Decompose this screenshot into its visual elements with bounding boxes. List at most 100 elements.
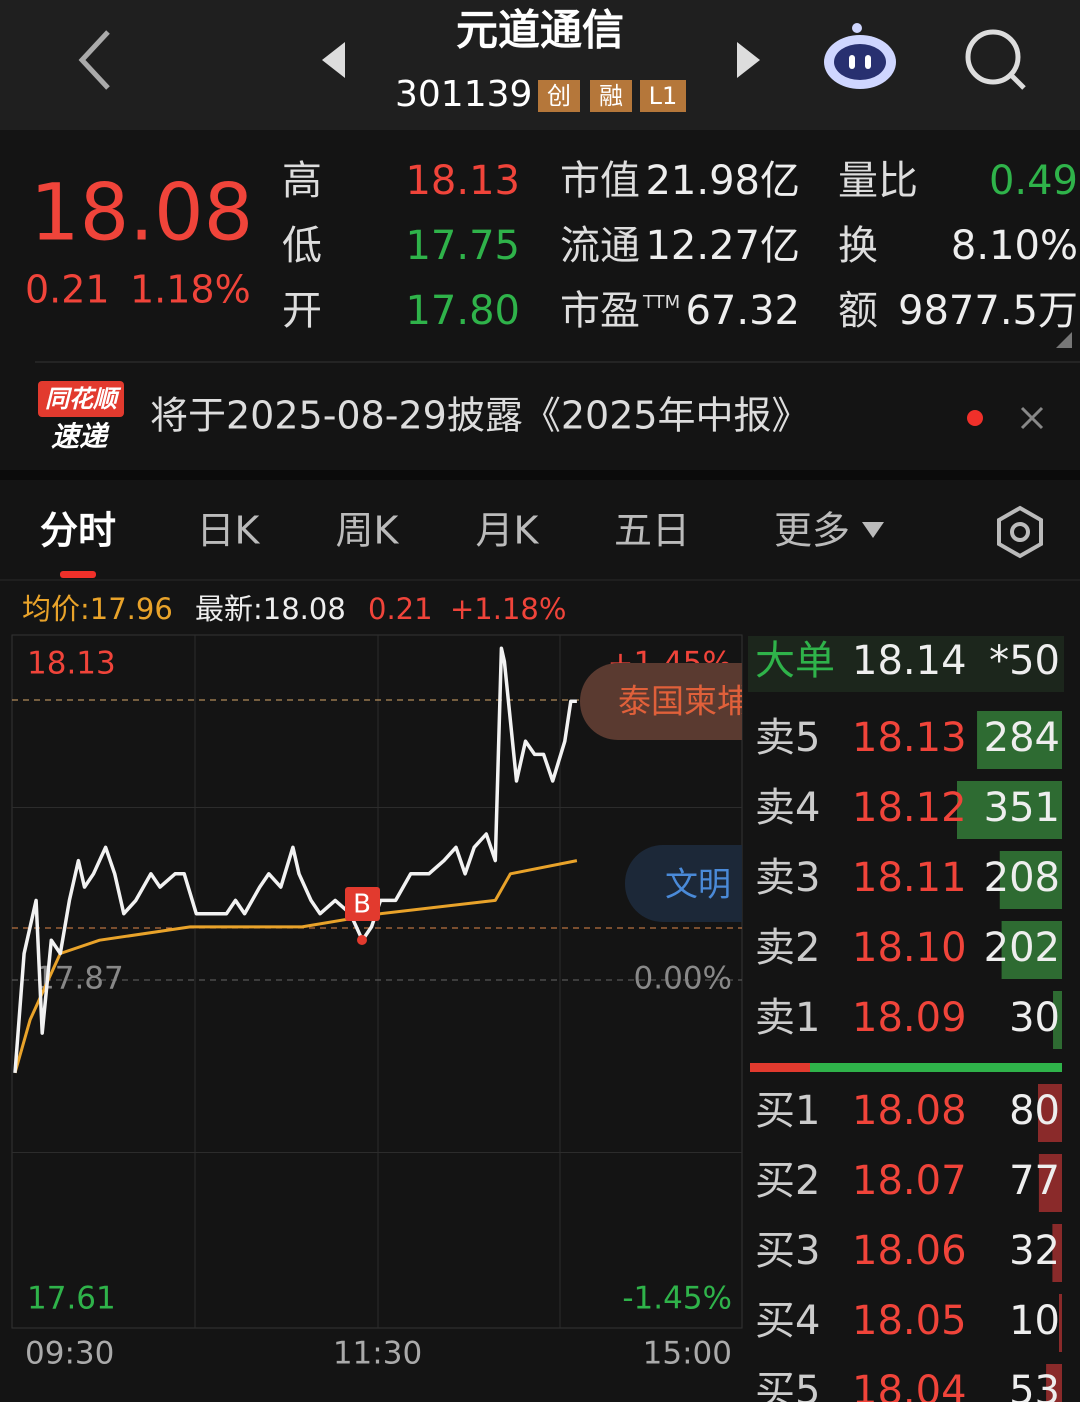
search-icon[interactable] <box>965 29 1026 90</box>
tag-bg <box>640 80 686 112</box>
tag-bg <box>590 80 632 112</box>
trade-dot <box>357 935 367 945</box>
expand-corner[interactable] <box>1056 332 1072 348</box>
change: 0.21 <box>25 268 110 312</box>
volume-bar <box>1038 1084 1062 1142</box>
stat-label: 换 <box>838 223 878 269</box>
level-label: 买5 <box>755 1368 820 1402</box>
event-tag: 泰国柬埔 <box>618 682 750 721</box>
stat-label: 市盈 <box>560 288 640 334</box>
tab[interactable]: 周K <box>336 509 400 553</box>
big-order-price: 18.14 <box>852 638 967 684</box>
volume-bar <box>957 781 1062 839</box>
badge-top: 同花顺 <box>45 385 122 413</box>
level-price: 18.05 <box>852 1298 967 1344</box>
next-stock[interactable] <box>737 42 760 78</box>
unread-dot <box>967 410 983 426</box>
price-line <box>13 646 577 1074</box>
tag: L1 <box>649 82 678 110</box>
x-tick-label: 11:30 <box>333 1336 422 1372</box>
stat-value: 67.32 <box>685 288 800 334</box>
stat-label: 低 <box>282 223 322 269</box>
level-label: 卖2 <box>755 925 820 971</box>
volume-bar <box>1046 1364 1062 1402</box>
x-tick-label: 09:30 <box>25 1336 114 1372</box>
level-price: 18.07 <box>852 1158 967 1204</box>
ratio-bar-buy <box>810 1063 1062 1072</box>
tab[interactable]: 日K <box>197 509 261 553</box>
level-price: 18.04 <box>852 1368 967 1402</box>
y-tick-label: 17.61 <box>27 1281 116 1317</box>
chart-frame <box>11 634 743 1329</box>
stat-label: 高 <box>282 158 322 204</box>
stat-label: 量比 <box>838 158 918 204</box>
stat-value: 18.13 <box>405 158 520 204</box>
stat-value: 12.27亿 <box>645 223 800 269</box>
tab[interactable]: 更多 <box>774 509 850 553</box>
info-pct: +1.18% <box>450 592 566 626</box>
tab[interactable]: 分时 <box>40 509 116 553</box>
tab[interactable]: 五日 <box>614 509 690 553</box>
stat-value: 9877.5万 <box>898 288 1078 334</box>
badge-bottom: 速递 <box>51 420 110 453</box>
level-volume: 284 <box>984 715 1060 761</box>
news-badge <box>38 381 124 457</box>
level-label: 买3 <box>755 1228 820 1274</box>
level-volume: 30 <box>1009 995 1060 1041</box>
volume-bar <box>1053 991 1062 1049</box>
level-price: 18.06 <box>852 1228 967 1274</box>
more-arrow[interactable] <box>862 522 884 538</box>
change-pct: 1.18% <box>130 268 251 312</box>
stock-name: 元道通信 <box>456 6 624 55</box>
stat-value: 8.10% <box>951 223 1078 269</box>
volume-bar <box>1001 921 1062 979</box>
settings-icon[interactable] <box>997 505 1043 559</box>
stat-sup: TTM <box>642 292 680 313</box>
tab[interactable]: 月K <box>476 509 540 553</box>
level-volume: 208 <box>984 855 1060 901</box>
stat-value: 0.49 <box>989 158 1078 204</box>
big-order-label: 大单 <box>755 638 835 684</box>
y-tick-label: 18.13 <box>27 646 116 682</box>
big-order-bg <box>748 636 1064 692</box>
tag-bg <box>538 80 580 112</box>
stat-value: 21.98亿 <box>645 158 800 204</box>
pct-label: -1.45% <box>622 1281 732 1317</box>
stat-label: 开 <box>282 288 322 334</box>
prev-stock[interactable] <box>322 42 345 78</box>
level-volume: 77 <box>1009 1158 1060 1204</box>
level-price: 18.08 <box>852 1088 967 1134</box>
trade-marker <box>345 887 380 921</box>
level-price: 18.10 <box>852 925 967 971</box>
assistant-icon[interactable] <box>824 23 896 89</box>
spacer <box>0 470 1080 480</box>
level-volume: 202 <box>984 925 1060 971</box>
event-pill <box>580 663 742 740</box>
volume-bar <box>1038 1154 1062 1212</box>
event-tag: 文明 <box>665 865 731 904</box>
level-label: 卖5 <box>755 715 820 761</box>
stock-code: 301139 <box>395 74 532 115</box>
level-label: 买4 <box>755 1298 820 1344</box>
info-change: 0.21 <box>368 592 433 626</box>
level-label: 买2 <box>755 1158 820 1204</box>
level-volume: 53 <box>1009 1368 1060 1402</box>
stat-label: 流通 <box>560 223 640 269</box>
close-news[interactable] <box>1020 406 1044 430</box>
event-pill <box>625 845 742 922</box>
volume-bar <box>1052 1224 1062 1282</box>
back-button[interactable] <box>78 30 110 90</box>
level-price: 18.12 <box>852 785 967 831</box>
avg-price: 均价:17.96 <box>22 592 173 626</box>
level-price: 18.09 <box>852 995 967 1041</box>
pct-label: 0.00% <box>634 961 732 997</box>
volume-bar <box>999 851 1062 909</box>
level-volume: 80 <box>1009 1088 1060 1134</box>
stat-value: 17.75 <box>405 223 520 269</box>
x-tick-label: 15:00 <box>643 1336 732 1372</box>
news-text[interactable]: 将于2025-08-29披露《2025年中报》 <box>150 394 810 438</box>
big-order-volume: *50 <box>989 638 1060 684</box>
level-label: 卖3 <box>755 855 820 901</box>
